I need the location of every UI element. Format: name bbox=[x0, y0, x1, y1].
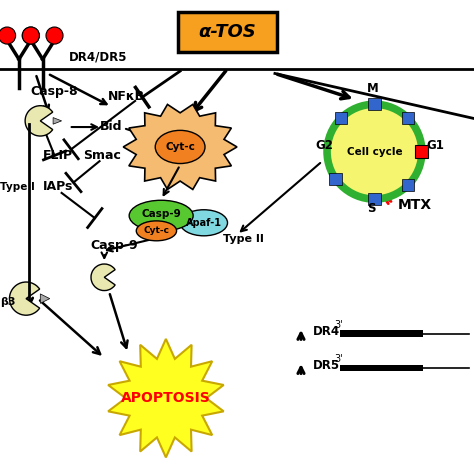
Text: Cyt-c: Cyt-c bbox=[144, 227, 169, 235]
Text: Casp-8: Casp-8 bbox=[31, 85, 78, 98]
Circle shape bbox=[0, 27, 16, 44]
Bar bbox=[329, 173, 342, 185]
Text: NFκB: NFκB bbox=[108, 90, 145, 102]
Ellipse shape bbox=[180, 210, 228, 236]
Circle shape bbox=[22, 27, 39, 44]
Text: DR4: DR4 bbox=[313, 325, 340, 337]
Bar bbox=[368, 193, 381, 205]
Circle shape bbox=[22, 27, 39, 44]
Text: FLIP: FLIP bbox=[43, 149, 73, 162]
Circle shape bbox=[46, 27, 63, 44]
FancyBboxPatch shape bbox=[178, 12, 277, 52]
Text: DR5: DR5 bbox=[313, 359, 340, 372]
Bar bbox=[368, 98, 381, 110]
Text: APOPTOSIS: APOPTOSIS bbox=[121, 391, 211, 405]
Text: G1: G1 bbox=[427, 139, 445, 152]
Text: Type I: Type I bbox=[0, 182, 35, 191]
Ellipse shape bbox=[136, 221, 176, 241]
Text: M: M bbox=[367, 82, 379, 95]
Wedge shape bbox=[9, 282, 40, 315]
Text: Apaf-1: Apaf-1 bbox=[186, 218, 222, 228]
Text: Cyt-c: Cyt-c bbox=[165, 142, 195, 152]
Bar bbox=[402, 112, 414, 124]
Bar bbox=[335, 112, 347, 124]
Text: S: S bbox=[367, 202, 376, 215]
Text: 3': 3' bbox=[334, 354, 343, 364]
Text: β3: β3 bbox=[0, 297, 16, 307]
Polygon shape bbox=[40, 294, 50, 303]
Text: α-TOS: α-TOS bbox=[199, 23, 256, 41]
Text: IAPs: IAPs bbox=[43, 180, 73, 192]
Ellipse shape bbox=[155, 130, 205, 164]
Text: Bid: Bid bbox=[100, 120, 122, 133]
Ellipse shape bbox=[129, 200, 193, 231]
Text: Type II: Type II bbox=[223, 234, 264, 244]
Wedge shape bbox=[25, 106, 53, 136]
Text: MTX: MTX bbox=[398, 198, 432, 211]
Bar bbox=[415, 145, 428, 158]
Bar bbox=[340, 330, 423, 337]
Text: 3': 3' bbox=[334, 320, 343, 330]
Wedge shape bbox=[91, 264, 115, 291]
Polygon shape bbox=[123, 104, 237, 190]
Text: Smac: Smac bbox=[83, 149, 121, 162]
Text: Casp-9: Casp-9 bbox=[141, 209, 181, 219]
Bar bbox=[402, 179, 414, 191]
Bar bbox=[340, 365, 423, 371]
Circle shape bbox=[327, 104, 422, 199]
Text: DR4/DR5: DR4/DR5 bbox=[69, 50, 127, 64]
Polygon shape bbox=[53, 118, 62, 124]
Text: Cell cycle: Cell cycle bbox=[346, 146, 402, 157]
Text: G2: G2 bbox=[315, 139, 333, 152]
Text: Casp-9: Casp-9 bbox=[90, 239, 137, 252]
Polygon shape bbox=[108, 339, 224, 457]
